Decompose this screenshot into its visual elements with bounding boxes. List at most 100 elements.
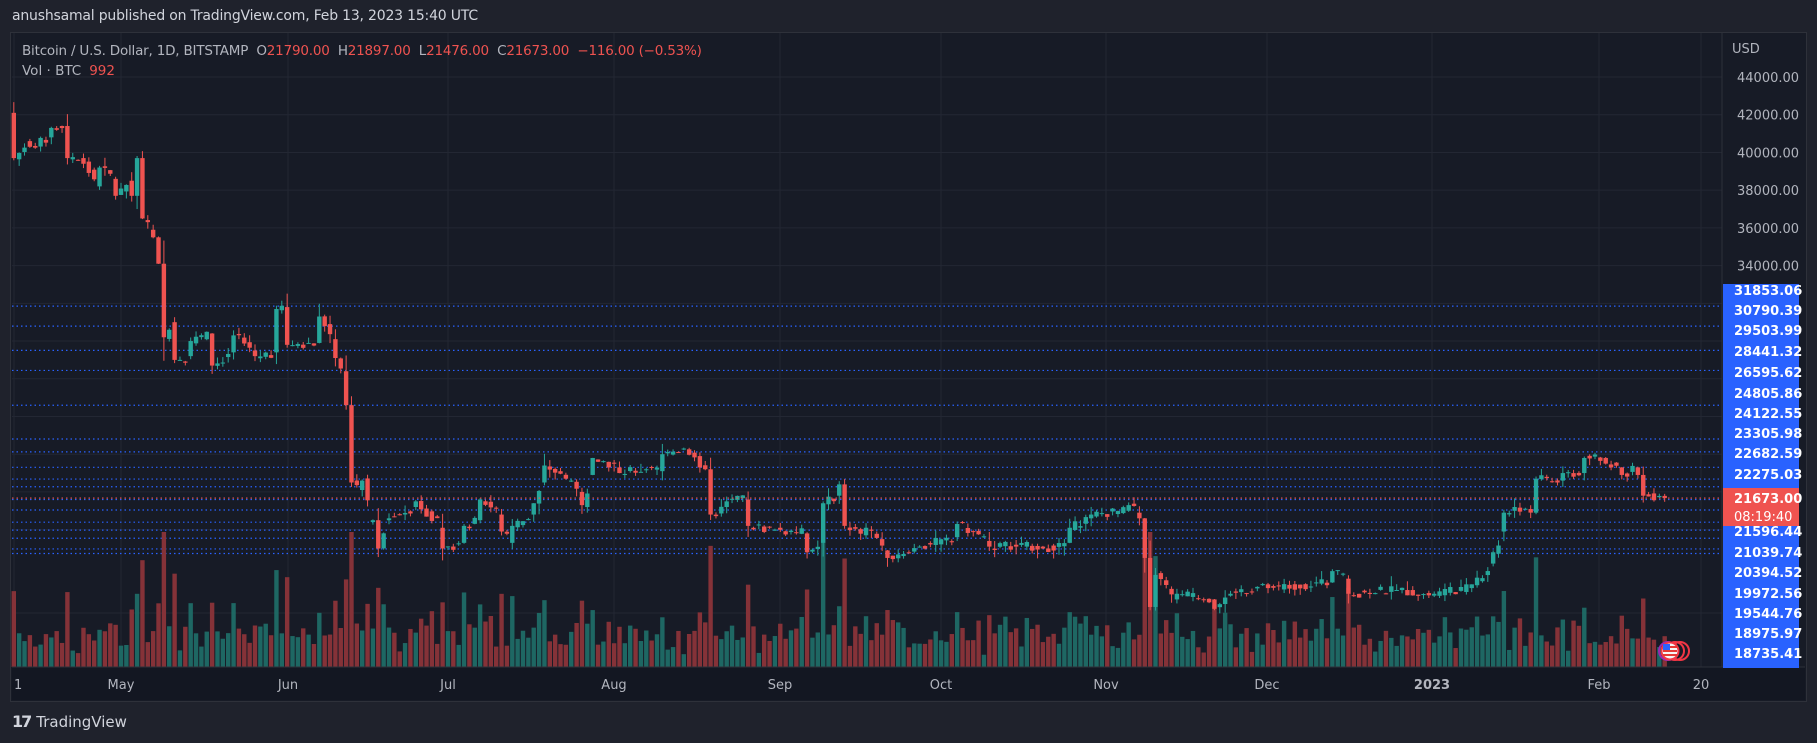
candle-body[interactable] — [858, 529, 863, 534]
candle-body[interactable] — [1641, 474, 1646, 496]
candle-body[interactable] — [628, 467, 633, 472]
candle-body[interactable] — [804, 533, 810, 553]
candle-body[interactable] — [1458, 586, 1464, 591]
candle-body[interactable] — [1158, 573, 1164, 580]
candle-body[interactable] — [418, 501, 424, 510]
candle-body[interactable] — [236, 334, 242, 336]
candle-body[interactable] — [1399, 587, 1405, 591]
candle-body[interactable] — [1421, 594, 1426, 596]
candle-body[interactable] — [1442, 588, 1448, 596]
candle-body[interactable] — [92, 169, 97, 180]
candle-body[interactable] — [11, 112, 16, 159]
candle-body[interactable] — [1164, 580, 1169, 585]
candle-body[interactable] — [542, 465, 547, 483]
candle-body[interactable] — [778, 527, 783, 530]
candle-body[interactable] — [22, 147, 27, 153]
candle-body[interactable] — [16, 152, 22, 160]
candle-body[interactable] — [70, 157, 75, 160]
candle-body[interactable] — [1528, 509, 1533, 513]
candle-body[interactable] — [354, 480, 360, 486]
candle-body[interactable] — [1260, 584, 1265, 586]
candle-body[interactable] — [1657, 495, 1662, 498]
candle-body[interactable] — [874, 533, 879, 538]
candle-body[interactable] — [188, 341, 193, 357]
candle-body[interactable] — [204, 331, 209, 340]
candle-body[interactable] — [27, 141, 33, 147]
candle-body[interactable] — [1233, 591, 1239, 593]
candle-body[interactable] — [483, 501, 488, 505]
candle-body[interactable] — [1287, 584, 1292, 589]
candle-body[interactable] — [1571, 473, 1576, 477]
candle-body[interactable] — [1624, 473, 1630, 477]
candle-body[interactable] — [783, 531, 788, 535]
candle-body[interactable] — [1239, 589, 1244, 593]
candle-body[interactable] — [1298, 584, 1303, 589]
candle-body[interactable] — [1426, 593, 1432, 596]
candle-body[interactable] — [467, 526, 472, 529]
candle-body[interactable] — [971, 531, 976, 533]
candle-body[interactable] — [585, 493, 590, 508]
candle-body[interactable] — [1131, 503, 1137, 506]
candle-body[interactable] — [794, 532, 799, 534]
candle-body[interactable] — [1362, 590, 1367, 593]
candle-body[interactable] — [949, 541, 954, 543]
candle-body[interactable] — [1619, 467, 1624, 475]
candle-body[interactable] — [933, 537, 938, 545]
candle-body[interactable] — [1094, 511, 1099, 517]
candle-body[interactable] — [338, 358, 343, 369]
candle-body[interactable] — [1383, 593, 1389, 595]
candle-body[interactable] — [263, 352, 268, 357]
candle-body[interactable] — [392, 516, 397, 518]
candle-body[interactable] — [65, 126, 70, 159]
candle-body[interactable] — [1056, 543, 1062, 547]
candle-body[interactable] — [1180, 594, 1185, 596]
candle-body[interactable] — [670, 451, 676, 455]
candle-body[interactable] — [686, 449, 692, 455]
candle-body[interactable] — [220, 362, 226, 364]
candle-body[interactable] — [912, 548, 917, 552]
candle-body[interactable] — [1340, 573, 1346, 575]
candle-body[interactable] — [1437, 591, 1442, 596]
candle-body[interactable] — [981, 536, 987, 538]
candle-body[interactable] — [558, 471, 563, 474]
candle-body[interactable] — [944, 537, 949, 541]
candle-body[interactable] — [820, 503, 826, 543]
candle-body[interactable] — [440, 527, 445, 549]
candle-body[interactable] — [1222, 597, 1228, 605]
candle-body[interactable] — [976, 530, 981, 535]
candle-body[interactable] — [488, 501, 494, 508]
candle-body[interactable] — [901, 553, 906, 557]
candle-body[interactable] — [413, 501, 418, 508]
candle-body[interactable] — [987, 540, 992, 547]
candle-body[interactable] — [1196, 598, 1201, 600]
candle-body[interactable] — [1040, 546, 1046, 549]
candle-body[interactable] — [333, 339, 338, 359]
candle-body[interactable] — [1555, 480, 1560, 483]
candle-body[interactable] — [1003, 541, 1008, 547]
candle-body[interactable] — [1062, 543, 1067, 547]
candle-body[interactable] — [311, 343, 317, 346]
candle-body[interactable] — [161, 263, 167, 338]
candle-body[interactable] — [1356, 593, 1362, 598]
candle-body[interactable] — [150, 229, 156, 238]
candle-body[interactable] — [896, 554, 901, 559]
candle-body[interactable] — [1201, 599, 1206, 601]
candle-body[interactable] — [381, 533, 386, 549]
candle-body[interactable] — [1105, 514, 1110, 517]
candle-body[interactable] — [290, 345, 295, 347]
candle-body[interactable] — [386, 518, 392, 521]
candle-body[interactable] — [1630, 465, 1635, 472]
candle-body[interactable] — [1464, 584, 1469, 592]
candle-body[interactable] — [1603, 457, 1608, 464]
candle-body[interactable] — [461, 525, 467, 543]
candle-body[interactable] — [1469, 584, 1474, 589]
candle-body[interactable] — [762, 526, 767, 532]
candle-body[interactable] — [295, 344, 301, 346]
candle-body[interactable] — [1115, 510, 1121, 515]
candle-body[interactable] — [365, 478, 370, 501]
candle-body[interactable] — [1249, 591, 1255, 593]
candle-body[interactable] — [536, 490, 542, 504]
candle-body[interactable] — [1185, 591, 1190, 597]
candle-body[interactable] — [327, 324, 333, 335]
